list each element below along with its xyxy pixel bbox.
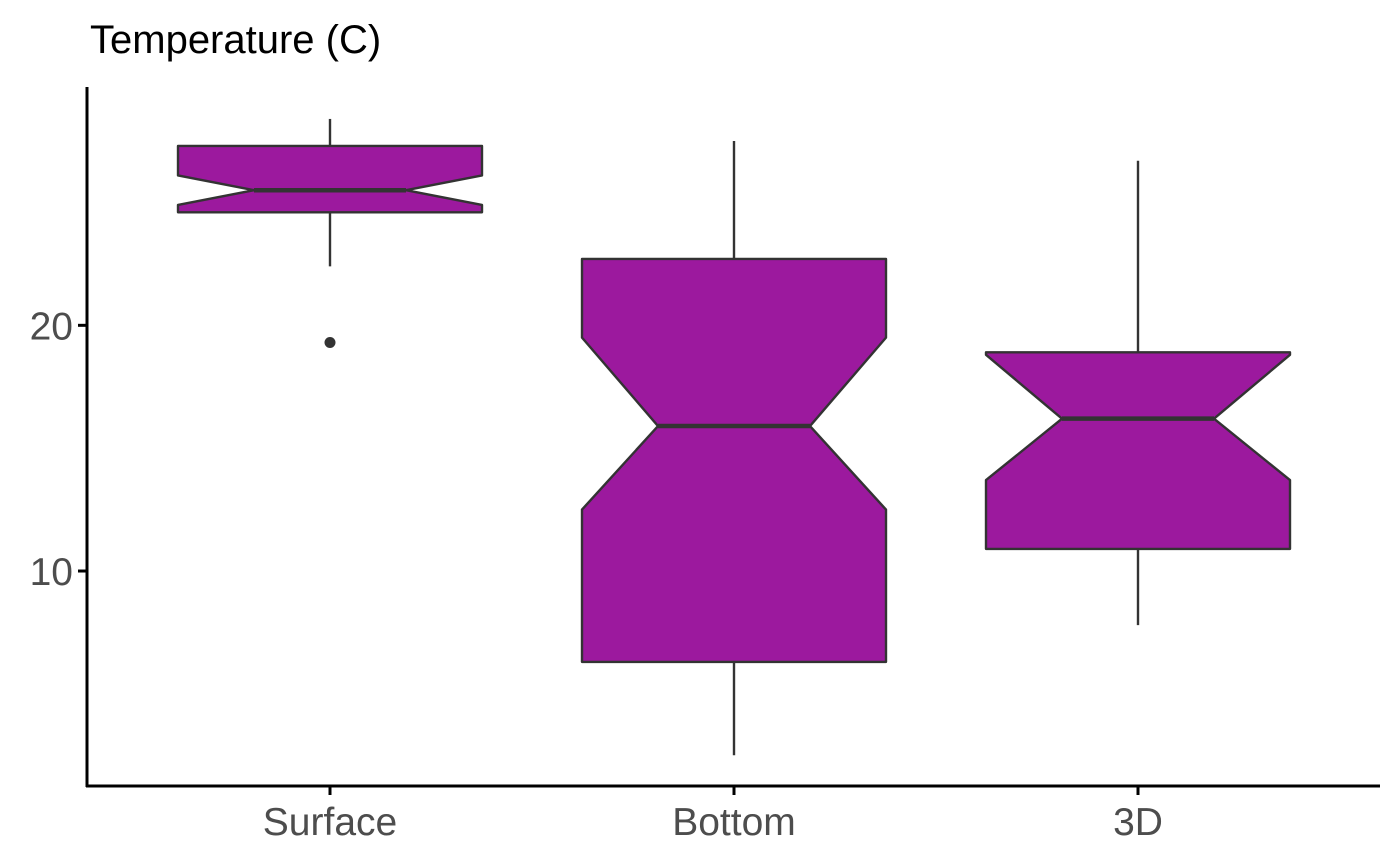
x-tick-label: Bottom — [672, 801, 796, 844]
box-bottom — [580, 141, 888, 756]
y-tick-label: 20 — [30, 305, 73, 348]
y-tick-label: 10 — [30, 551, 73, 594]
notched-box — [580, 257, 888, 664]
x-tick-label: Surface — [263, 801, 397, 844]
y-axis-ticks: 10 20 — [30, 305, 87, 594]
notched-box — [176, 144, 484, 214]
x-axis-ticks: Surface Bottom 3D — [263, 786, 1163, 844]
box-surface — [176, 118, 484, 349]
x-tick-label: 3D — [1113, 801, 1163, 844]
box-3d — [984, 160, 1292, 626]
notched-box — [984, 351, 1292, 551]
outlier-point — [324, 337, 336, 349]
chart-title: Temperature (C) — [90, 18, 381, 62]
boxes-layer — [176, 118, 1292, 756]
